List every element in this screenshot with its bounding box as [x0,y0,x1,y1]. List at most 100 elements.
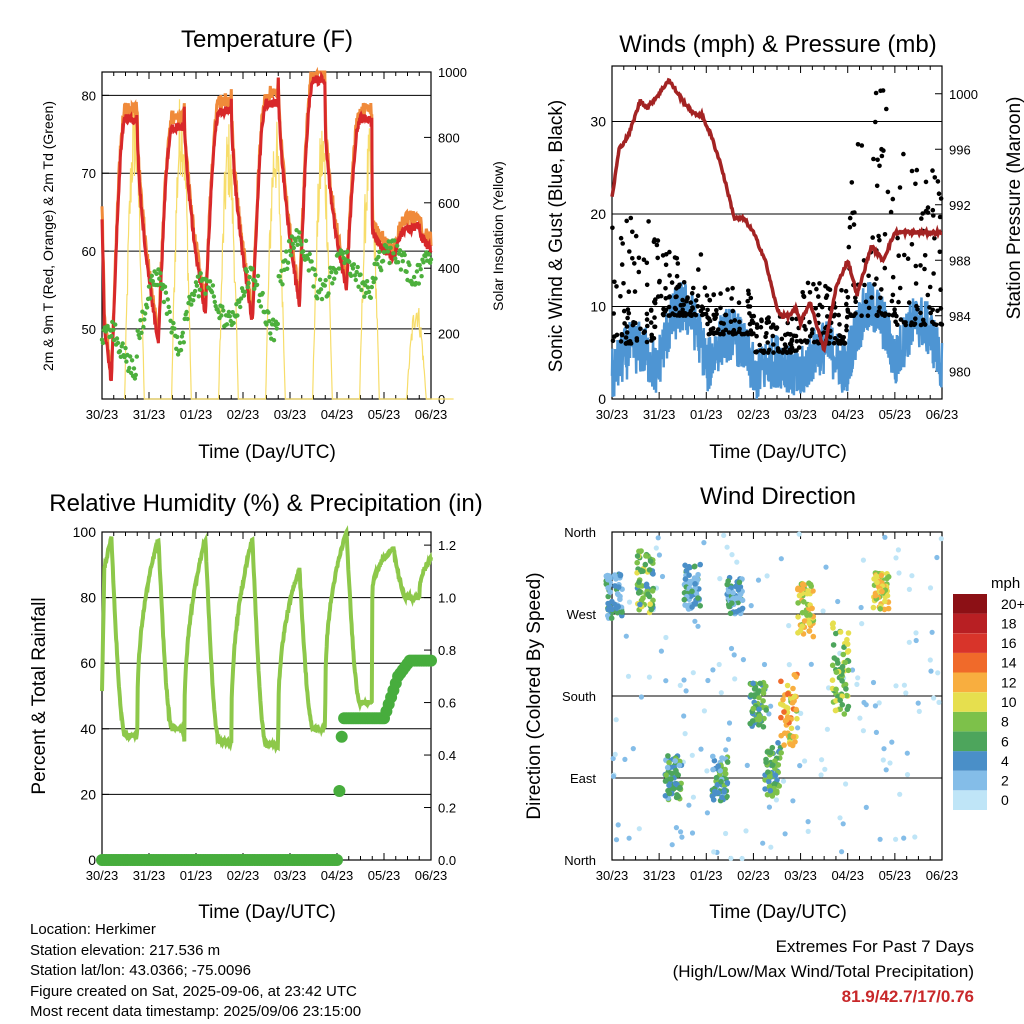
dewpoint-point [258,304,264,309]
gust-point [631,320,636,325]
extremes-heading: Extremes For Past 7 Days [775,937,974,956]
direction-point [756,694,762,701]
direction-point [681,677,687,683]
dewpoint-point [133,372,138,378]
dewpoint-point [131,366,137,371]
direction-point [697,561,703,568]
humidity-ylabel: Percent & Total Rainfall [29,597,50,794]
x-tick-label: 06/23 [415,407,448,422]
gust-point [879,287,884,292]
dewpoint-point [237,299,242,304]
direction-point [704,810,711,816]
gust-point [798,338,803,344]
gust-point [723,327,729,333]
direction-point [682,731,688,737]
direction-point [794,715,800,722]
direction-point [901,835,907,841]
direction-point [676,762,683,769]
gust-point [749,331,754,337]
direction-point [692,618,698,624]
direction-point [904,772,911,778]
dewpoint-point [184,309,189,315]
gust-point [733,331,738,336]
gust-point [625,315,630,321]
direction-point [859,621,865,627]
direction-point [841,644,847,650]
x-tick-label: 01/23 [690,407,723,422]
direction-point [906,586,913,593]
precip-point [333,785,346,797]
direction-point [615,603,621,610]
gust-point [788,342,794,348]
gust-point [875,313,880,319]
direction-point [883,767,889,773]
dewpoint-point [267,319,272,324]
direction-point [695,595,701,601]
gust-point [816,312,821,318]
direction-point [781,730,788,736]
dewpoint-point [421,260,426,265]
direction-point [799,581,806,588]
dewpoint-point [245,285,250,290]
direction-point [789,700,796,706]
solar-line [124,99,454,400]
gust-point [623,335,629,340]
direction-point [931,695,937,701]
gust-point [632,289,638,294]
dewpoint-point [244,269,249,274]
direction-point [797,627,804,634]
direction-point [927,585,934,591]
gust-point [853,295,858,301]
direction-point [835,598,841,605]
dewpoint-point [384,245,389,250]
direction-point [672,758,678,764]
dewpoint-point [172,326,177,331]
dewpoint-point [211,294,217,299]
direction-point [809,605,815,612]
direction-point [771,781,778,787]
pressure-y-label: 996 [949,142,971,157]
direction-point [833,669,840,675]
gust-point [736,300,742,306]
direction-point [903,690,909,696]
direction-point [712,791,718,797]
direction-point [881,746,887,752]
gust-point [851,222,857,227]
gust-point [892,307,897,312]
gust-point [811,281,816,287]
direction-point [695,571,701,578]
x-tick-label: 31/23 [133,868,166,883]
direction-point [935,670,941,676]
gust-point [654,242,660,248]
dewpoint-point [395,260,401,265]
x-tick-label: 31/23 [643,868,676,883]
gust-point [803,327,808,332]
colorbar-swatch [953,711,987,732]
gust-point [621,281,626,286]
station-info: Location: Herkimer Station elevation: 21… [30,920,361,1023]
direction-point [768,703,774,709]
direction-point [679,834,685,840]
direction-point [872,592,879,599]
direction-point [689,604,695,610]
dewpoint-point [220,304,225,309]
direction-point [647,558,654,564]
gust-point [893,319,898,325]
direction-point [716,661,722,668]
pressure-y-label: 988 [949,253,971,268]
direction-point [643,553,649,559]
rh-y-label: 0 [88,852,96,868]
gust-point [882,232,888,237]
direction-point [876,700,882,706]
gust-point [721,321,726,326]
dewpoint-point [109,333,114,339]
direction-point [701,708,708,714]
direction-point [844,641,851,647]
colorbar-swatch [953,613,987,634]
direction-point [697,603,703,609]
dewpoint-point [221,308,226,313]
direction-point [807,581,814,588]
gust-point [853,311,858,316]
direction-point [795,725,801,731]
direction-point [889,739,895,745]
